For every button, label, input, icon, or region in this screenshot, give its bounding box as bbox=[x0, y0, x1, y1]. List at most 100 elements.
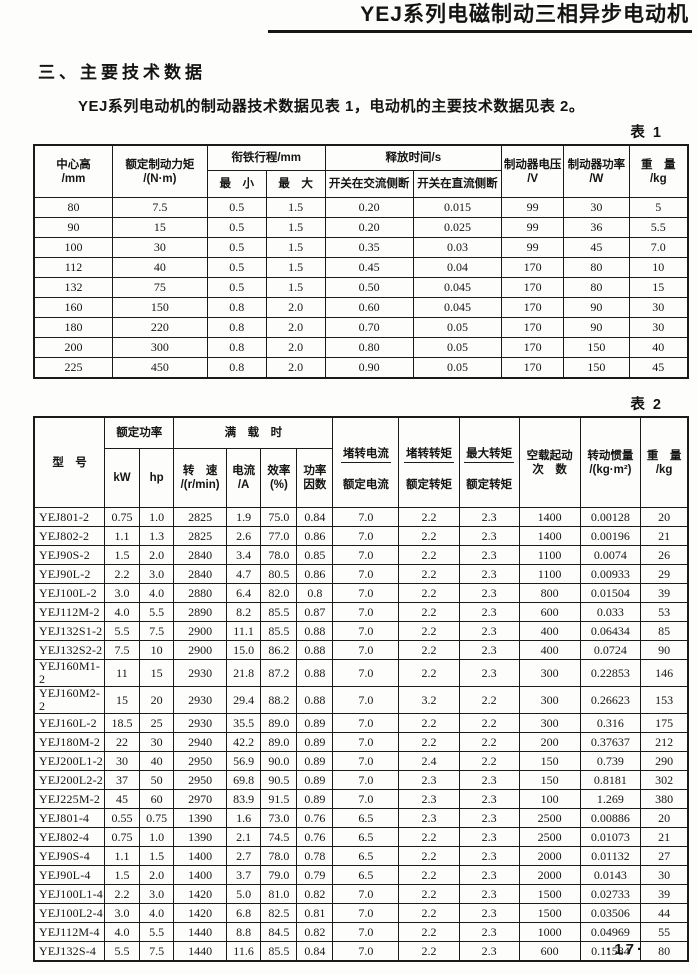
table-cell: 75 bbox=[111, 277, 208, 298]
table-cell: 1.0 bbox=[138, 827, 175, 847]
table-cell: 21 bbox=[640, 526, 689, 546]
table-cell: 2.3 bbox=[458, 789, 520, 809]
table-cell: 7.5 bbox=[111, 197, 208, 218]
table-cell: YEJ90S-2 bbox=[33, 545, 106, 565]
table-cell: 30 bbox=[640, 865, 689, 885]
table-cell: 8.8 bbox=[225, 922, 262, 942]
table-cell: 91.5 bbox=[260, 789, 298, 809]
table-cell: 2000 bbox=[518, 865, 581, 885]
table-cell: 0.03506 bbox=[579, 903, 642, 923]
table-cell: 0.86 bbox=[296, 526, 334, 546]
table-cell: 82.5 bbox=[260, 903, 298, 923]
table-cell: 85.5 bbox=[260, 621, 298, 641]
table-cell: 21 bbox=[640, 827, 689, 847]
table-cell: 2.3 bbox=[458, 621, 520, 641]
table-cell: 7.5 bbox=[138, 941, 175, 962]
table-cell: 2.2 bbox=[398, 903, 460, 923]
table-cell: 0.05 bbox=[412, 357, 503, 379]
table-cell: 87.2 bbox=[260, 659, 298, 687]
table-cell: YEJ90L-4 bbox=[33, 865, 106, 885]
table-cell: 2900 bbox=[173, 640, 227, 660]
table-cell: 0.89 bbox=[296, 789, 334, 809]
table-cell: 600 bbox=[518, 602, 581, 622]
table-cell: 0.80 bbox=[324, 337, 414, 358]
table-cell: 0.01132 bbox=[579, 846, 642, 866]
table-cell: YEJ100L2-4 bbox=[33, 903, 106, 923]
table-cell: 212 bbox=[640, 732, 689, 752]
table-cell: 170 bbox=[501, 337, 565, 358]
table-row: YEJ132S1-2 5.5 7.5 2900 11.1 85.5 0.88 7.0 2.2 2.… bbox=[33, 621, 689, 641]
table-cell: 2500 bbox=[518, 808, 581, 828]
table-cell: 30 bbox=[111, 237, 208, 258]
table-cell: 0.82 bbox=[296, 884, 334, 904]
table-cell: 2.2 bbox=[398, 526, 460, 546]
table-cell: 15.0 bbox=[225, 640, 262, 660]
table-cell: 2.3 bbox=[458, 659, 520, 687]
table-cell: 0.04969 bbox=[579, 922, 642, 942]
table-cell: 1390 bbox=[173, 827, 227, 847]
table-cell: 26 bbox=[640, 545, 689, 565]
table-cell: 0.76 bbox=[296, 827, 334, 847]
table-cell: 84.5 bbox=[260, 922, 298, 942]
table-cell: YEJ801-4 bbox=[33, 808, 106, 828]
table-cell: 7.0 bbox=[332, 564, 400, 584]
table-cell: 1.5 bbox=[265, 197, 326, 218]
table-row: YEJ112M-4 4.0 5.5 1440 8.8 84.5 0.82 7.0 2.2 2.3 1… bbox=[33, 922, 689, 942]
table-cell: 2.3 bbox=[398, 808, 460, 828]
table-row: YEJ160M1-2 11 15 2930 21.8 87.2 0.88 7.0 2.2 2.3 3… bbox=[33, 659, 689, 687]
brake-technical-data-table: 中心高 /mm 额定制动力矩 /(N·m) 衔铁行程/mm 释放时间/s 制动器… bbox=[33, 144, 689, 379]
table-cell: 2.3 bbox=[458, 903, 520, 923]
table-cell: 44 bbox=[640, 903, 689, 923]
table-cell: 1000 bbox=[518, 922, 581, 942]
table-cell: 2.3 bbox=[458, 526, 520, 546]
table-cell: 0.85 bbox=[296, 545, 334, 565]
table-cell: 7.0 bbox=[332, 770, 400, 790]
table-cell: 1440 bbox=[173, 941, 227, 962]
col-header-ac-side-break: 开关在交流侧断 bbox=[324, 170, 414, 198]
table-cell: 170 bbox=[501, 257, 565, 278]
table-cell: 11.6 bbox=[225, 941, 262, 962]
table-cell: YEJ225M-2 bbox=[33, 789, 106, 809]
table-cell: 69.8 bbox=[225, 770, 262, 790]
table-cell: 2.2 bbox=[398, 583, 460, 603]
table-cell: 290 bbox=[640, 751, 689, 771]
table-cell: 1.5 bbox=[265, 257, 326, 278]
table-cell: 0.89 bbox=[296, 713, 334, 733]
table-cell: 2.1 bbox=[225, 827, 262, 847]
table-cell: 6.8 bbox=[225, 903, 262, 923]
table-cell: 7.0 bbox=[628, 237, 689, 258]
table-cell: 88.2 bbox=[260, 686, 298, 714]
table-cell: 3.0 bbox=[138, 564, 175, 584]
table-cell: 100 bbox=[518, 789, 581, 809]
table-cell: 2.3 bbox=[458, 827, 520, 847]
table-cell: 7.0 bbox=[332, 545, 400, 565]
table-cell: 6.5 bbox=[332, 827, 400, 847]
table-cell: 20 bbox=[640, 507, 689, 527]
table-cell: 2.3 bbox=[458, 922, 520, 942]
table-cell: 0.84 bbox=[296, 507, 334, 527]
table-cell: 7.0 bbox=[332, 526, 400, 546]
table-cell: 78.0 bbox=[260, 545, 298, 565]
header-rule bbox=[268, 30, 692, 33]
table-cell: 0.75 bbox=[104, 507, 140, 527]
section-title: 三、主要技术数据 bbox=[38, 63, 206, 82]
table-cell: 0.79 bbox=[296, 865, 334, 885]
table-cell: 180 bbox=[33, 317, 113, 338]
table-cell: 0.8 bbox=[206, 297, 267, 318]
col-header-weight: 重 量 /kg bbox=[640, 416, 689, 508]
table-cell: 5.0 bbox=[225, 884, 262, 904]
table-cell: 3.0 bbox=[138, 884, 175, 904]
table-cell: 15 bbox=[104, 686, 140, 714]
table-cell: 35.5 bbox=[225, 713, 262, 733]
table-cell: 2930 bbox=[173, 686, 227, 714]
table-cell: 0.84 bbox=[296, 941, 334, 962]
table-cell: 0.82 bbox=[296, 922, 334, 942]
table-cell: 2970 bbox=[173, 789, 227, 809]
table-cell: 1.5 bbox=[265, 237, 326, 258]
table-cell: 5.5 bbox=[138, 922, 175, 942]
table-cell: 2930 bbox=[173, 713, 227, 733]
table-cell: 2.2 bbox=[104, 564, 140, 584]
table-cell: 80 bbox=[563, 277, 630, 298]
table-row: YEJ90L-4 1.5 2.0 1400 3.7 79.0 0.79 6.5 2.2 2.3 20… bbox=[33, 865, 689, 885]
table-cell: 85.5 bbox=[260, 941, 298, 962]
